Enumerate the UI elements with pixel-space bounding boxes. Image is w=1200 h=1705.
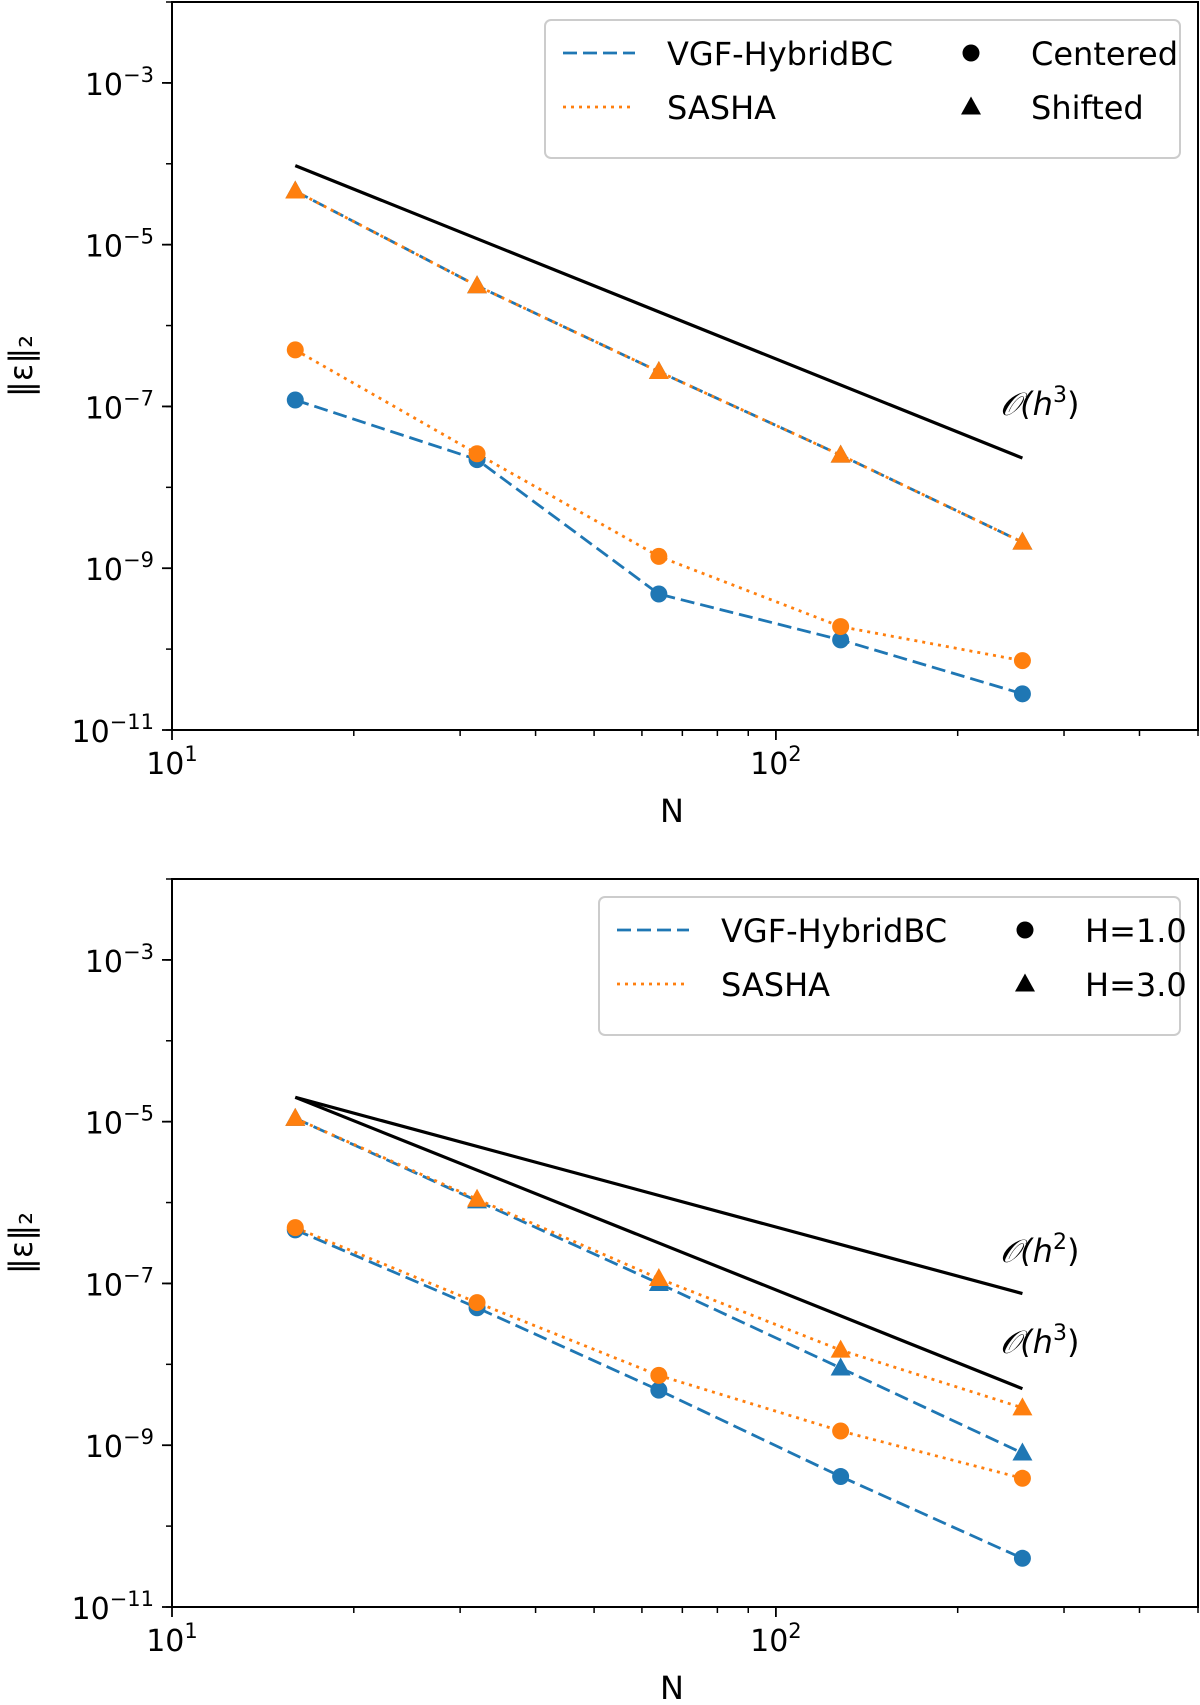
series-line-sasha-h=3.0 <box>294 1117 1023 1410</box>
data-point-sasha-shifted <box>467 275 488 294</box>
data-point-sasha-shifted <box>830 444 851 463</box>
data-point-sasha-shifted <box>1012 531 1033 550</box>
data-point-sasha-centered <box>832 618 850 636</box>
data-point-sasha-centered <box>1013 652 1031 670</box>
legend-label: Shifted <box>1031 89 1144 127</box>
data-point-vgf-hybridbc-h=1.0 <box>1013 1549 1031 1567</box>
legend-marker-triangle <box>961 96 981 115</box>
data-point-vgf-hybridbc-centered <box>286 391 304 409</box>
series-line-vgf-hybridbc-h=1.0 <box>294 1228 1023 1560</box>
legend-marker-circle <box>962 44 980 62</box>
x-axis-label: N <box>660 792 684 830</box>
series-line-sasha-centered <box>294 348 1023 663</box>
data-point-sasha-h=1.0 <box>468 1294 486 1312</box>
x-axis-label: N <box>660 1669 684 1705</box>
x-tick-label: 101 <box>146 1619 198 1659</box>
y-tick-label: 10−3 <box>85 63 154 103</box>
legend-label: Centered <box>1031 35 1178 73</box>
data-point-vgf-hybridbc-centered <box>650 585 668 603</box>
x-tick-label: 102 <box>750 742 802 782</box>
legend-box <box>598 896 1181 1036</box>
legend-label: SASHA <box>667 89 776 127</box>
data-point-sasha-centered <box>286 341 304 359</box>
series-line-vgf-hybridbc-centered <box>294 398 1023 696</box>
legend-label: VGF-HybridBC <box>667 35 893 73</box>
data-point-vgf-hybridbc-h=3.0 <box>830 1357 851 1376</box>
data-point-vgf-hybridbc-h=1.0 <box>832 1468 850 1486</box>
data-point-vgf-hybridbc-centered <box>1013 685 1031 703</box>
legend-label: SASHA <box>721 966 830 1004</box>
data-point-sasha-shifted <box>285 180 306 199</box>
legend: VGF-HybridBC SASHA H=1.0 H=3.0 <box>598 896 1187 1036</box>
data-point-sasha-centered <box>650 547 668 565</box>
reference-label: 𝒪(h2) <box>1000 1230 1079 1270</box>
reference-label: 𝒪(h3) <box>1000 1321 1079 1361</box>
y-axis-label: ‖ε‖₂ <box>2 335 40 397</box>
y-tick-label: 10−9 <box>85 1425 154 1465</box>
reference-label: 𝒪(h3) <box>1000 383 1079 423</box>
legend-label: H=1.0 <box>1085 912 1187 950</box>
data-point-sasha-h=3.0 <box>285 1107 306 1126</box>
legend-marker-circle <box>1016 921 1034 939</box>
data-point-sasha-h=1.0 <box>286 1219 304 1237</box>
data-point-vgf-hybridbc-h=3.0 <box>1012 1442 1033 1461</box>
data-point-sasha-h=1.0 <box>832 1422 850 1440</box>
data-point-vgf-hybridbc-h=1.0 <box>650 1381 668 1399</box>
data-point-sasha-h=1.0 <box>650 1366 668 1384</box>
reference-line <box>294 1095 1023 1296</box>
plot-frame <box>171 1 1199 731</box>
y-axis-label: ‖ε‖₂ <box>2 1212 40 1274</box>
data-point-sasha-centered <box>468 445 486 463</box>
legend-label: H=3.0 <box>1085 966 1187 1004</box>
x-tick-label: 101 <box>146 742 198 782</box>
reference-line <box>294 164 1024 460</box>
data-point-sasha-h=3.0 <box>1012 1397 1033 1416</box>
legend-marker-triangle <box>1015 973 1035 992</box>
data-point-vgf-hybridbc-centered <box>832 631 850 649</box>
series-line-vgf-hybridbc-h=3.0 <box>294 1117 1023 1455</box>
data-point-sasha-h=3.0 <box>648 1268 669 1287</box>
plot-frame <box>171 878 1199 1608</box>
chart-panel-1: 101 102 10−3 10−5 10−7 10−9 10−11 N ‖ε‖₂ 𝒪(h3) VGF… <box>2 1 1199 830</box>
series-line-sasha-shifted <box>294 189 1024 544</box>
y-tick-label: 10−5 <box>85 225 154 265</box>
y-tick-label: 10−7 <box>85 1263 154 1303</box>
y-tick-label: 10−3 <box>85 940 154 980</box>
chart-panel-2: 101 102 10−3 10−5 10−7 10−9 10−11 N ‖ε‖₂ 𝒪(h2) 𝒪(h… <box>2 878 1199 1705</box>
y-tick-label: 10−7 <box>85 386 154 426</box>
reference-line <box>294 1095 1024 1391</box>
legend-label: VGF-HybridBC <box>721 912 947 950</box>
y-tick-label: 10−5 <box>85 1102 154 1142</box>
y-tick-label: 10−11 <box>71 710 154 750</box>
legend-box <box>544 19 1181 159</box>
data-point-sasha-shifted <box>648 361 669 380</box>
y-tick-label: 10−9 <box>85 548 154 588</box>
data-point-sasha-h=3.0 <box>830 1339 851 1358</box>
data-point-sasha-h=3.0 <box>467 1188 488 1207</box>
data-point-sasha-h=1.0 <box>1013 1469 1031 1487</box>
x-tick-label: 102 <box>750 1619 802 1659</box>
legend: VGF-HybridBC SASHA Centered Shifted <box>544 19 1181 159</box>
y-tick-label: 10−11 <box>71 1587 154 1627</box>
